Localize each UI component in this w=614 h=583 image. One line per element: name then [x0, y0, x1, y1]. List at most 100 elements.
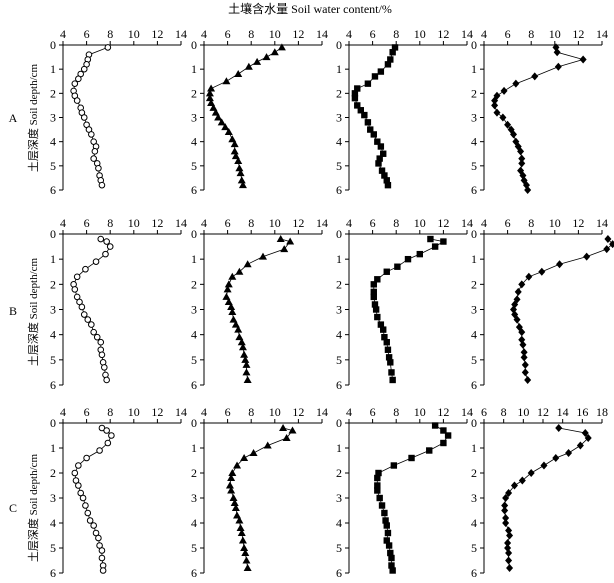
- data-point: [227, 486, 236, 494]
- x-tick-label: 8: [393, 27, 399, 41]
- y-tick-label: 3: [336, 491, 342, 505]
- data-point: [230, 147, 239, 155]
- data-point: [75, 75, 82, 83]
- y-tick-label: 2: [50, 86, 56, 100]
- data-point: [71, 80, 79, 87]
- data-point: [235, 267, 244, 275]
- data-point: [224, 280, 233, 288]
- data-point: [209, 103, 218, 111]
- data-point: [84, 316, 92, 323]
- x-tick-label: 4: [201, 216, 207, 230]
- data-point: [519, 340, 527, 349]
- data-point: [440, 427, 447, 434]
- x-tick-label: 10: [128, 27, 140, 41]
- data-point: [351, 94, 359, 102]
- y-tick-label: 3: [471, 303, 477, 317]
- data-point: [103, 427, 110, 434]
- data-point: [381, 172, 388, 179]
- y-tick-label: 0: [336, 416, 342, 430]
- data-point: [554, 62, 562, 71]
- data-point: [378, 167, 386, 174]
- data-point: [576, 441, 584, 450]
- y-tick-label: 6: [336, 566, 342, 580]
- data-point: [82, 265, 89, 273]
- y-tick-label: 2: [336, 466, 342, 480]
- data-point: [235, 516, 244, 524]
- data-point: [99, 567, 107, 574]
- x-tick-label: 12: [437, 27, 449, 41]
- data-point: [240, 544, 249, 551]
- data-point: [376, 494, 383, 502]
- x-tick-label: 4: [60, 405, 66, 419]
- y-tick-label: 2: [336, 86, 342, 100]
- data-point: [95, 534, 102, 542]
- x-tick-label: 14: [316, 405, 328, 419]
- data-point: [98, 351, 106, 359]
- x-tick-label: 12: [437, 405, 449, 419]
- data-point: [372, 306, 380, 313]
- y-tick-label: 2: [471, 466, 477, 480]
- data-point: [520, 348, 528, 357]
- y-tick-label: 4: [336, 135, 342, 149]
- data-point: [97, 235, 105, 243]
- data-point: [86, 517, 94, 524]
- x-tick-label: 8: [248, 216, 254, 230]
- data-point: [383, 268, 390, 275]
- data-point: [98, 554, 106, 562]
- y-tick-label: 3: [191, 303, 197, 317]
- data-point: [389, 567, 396, 574]
- data-point: [444, 432, 452, 439]
- y-tick-label: 4: [50, 135, 56, 149]
- data-point: [277, 43, 286, 51]
- data-point: [381, 509, 388, 517]
- data-point: [227, 302, 236, 310]
- x-tick-label: 12: [151, 405, 163, 419]
- data-point: [370, 288, 377, 296]
- y-tick-label: 5: [191, 353, 197, 367]
- data-point: [501, 501, 509, 510]
- y-tick-label: 1: [336, 62, 342, 76]
- y-tick-label: 3: [336, 111, 342, 125]
- data-point: [364, 80, 372, 87]
- x-tick-label: 18: [596, 405, 608, 419]
- x-tick-label: 10: [269, 405, 281, 419]
- x-tick-label: 4: [346, 27, 352, 41]
- x-tick-label: 6: [225, 405, 231, 419]
- data-point: [513, 315, 521, 324]
- data-point: [604, 235, 612, 244]
- y-tick-label: 5: [471, 541, 477, 555]
- data-point: [90, 522, 97, 529]
- series-line: [513, 238, 614, 381]
- data-point: [517, 147, 525, 156]
- data-point: [222, 77, 231, 85]
- x-tick-label: 14: [461, 216, 473, 230]
- data-point: [552, 454, 560, 462]
- y-tick-label: 5: [191, 541, 197, 555]
- data-point: [556, 260, 564, 269]
- y-tick-label: 6: [336, 183, 342, 197]
- data-point: [524, 186, 532, 194]
- x-tick-label: 14: [461, 405, 473, 419]
- data-point: [520, 353, 528, 362]
- data-point: [238, 181, 247, 189]
- series-line: [73, 47, 108, 186]
- y-tick-label: 6: [191, 183, 197, 197]
- x-tick-label: 6: [225, 216, 231, 230]
- data-point: [83, 454, 90, 462]
- y-tick-label: 2: [471, 277, 477, 291]
- y-tick-label: 6: [336, 378, 342, 392]
- data-point: [527, 469, 535, 477]
- y-tick-label: 1: [191, 62, 197, 76]
- data-point: [384, 61, 392, 68]
- data-point: [371, 301, 379, 308]
- data-point: [391, 44, 399, 51]
- data-point: [280, 245, 289, 253]
- x-tick-label: 12: [572, 27, 584, 41]
- data-point: [384, 529, 392, 537]
- data-point: [108, 432, 115, 439]
- y-tick-label: 4: [191, 135, 197, 149]
